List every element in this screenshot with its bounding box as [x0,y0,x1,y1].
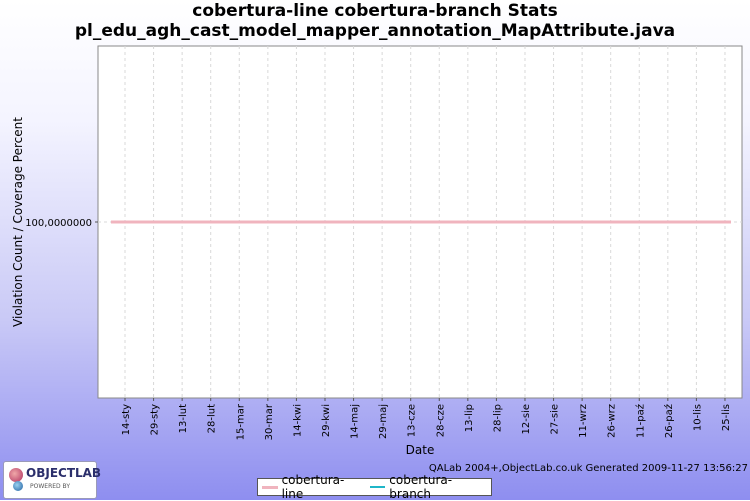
objectlab-logo: OBJECTLAB POWERED BY [3,461,101,499]
x-tick-label: 15-mar [235,403,246,440]
chart-subtitle: pl_edu_agh_cast_model_mapper_annotation_… [74,21,676,41]
x-tick-label: 12-sie [521,404,532,434]
x-tick-label: 28-lip [492,404,503,432]
x-tick-label: 13-lut [178,404,189,433]
x-tick-label: 30-mar [264,403,275,440]
x-tick-label: 13-lip [464,404,475,432]
legend-item-branch: cobertura-branch [369,473,491,501]
x-tick-label: 29-kwi [321,404,332,437]
x-tick-label: 25-lis [721,404,732,431]
generated-note: QALab 2004+,ObjectLab.co.uk Generated 20… [428,463,748,474]
legend: cobertura-line cobertura-branch [257,473,492,501]
legend-item-line: cobertura-line [262,473,364,501]
x-tick-label: 13-cze [407,404,418,437]
x-tick-label: 14-sty [121,404,132,435]
x-tick-label: 11-wrz [578,404,589,438]
x-tick-label: 11-paź [634,404,646,438]
x-tick-label: 14-kwi [292,404,303,437]
y-tick-label: 100,0000000 [25,218,92,229]
x-tick-label: 29-sty [150,404,161,435]
x-tick-label: 26-paź [663,404,675,438]
logo-mark-icon [9,468,23,482]
x-axis-label: Date [406,443,435,457]
x-tick-label: 28-cze [435,404,446,437]
legend-label-line: cobertura-line [281,473,345,501]
x-tick-label: 14-maj [350,404,361,439]
legend-swatch-line [262,485,278,489]
logo-tagline: POWERED BY [30,483,71,490]
x-tick-label: 27-sie [550,404,561,434]
x-tick-label: 10-lis [692,404,703,431]
chart-title: cobertura-line cobertura-branch Stats [192,1,558,21]
logo-mark-icon-secondary [13,481,23,491]
x-tick-label: 26-wrz [607,404,618,438]
logo-name: OBJECTLAB [26,466,102,480]
x-tick-label: 28-lut [207,404,218,433]
legend-swatch-branch [369,486,386,488]
legend-label-branch: cobertura-branch [389,473,453,501]
x-tick-label: 29-maj [378,404,389,439]
y-axis-label: Violation Count / Coverage Percent [11,117,25,327]
